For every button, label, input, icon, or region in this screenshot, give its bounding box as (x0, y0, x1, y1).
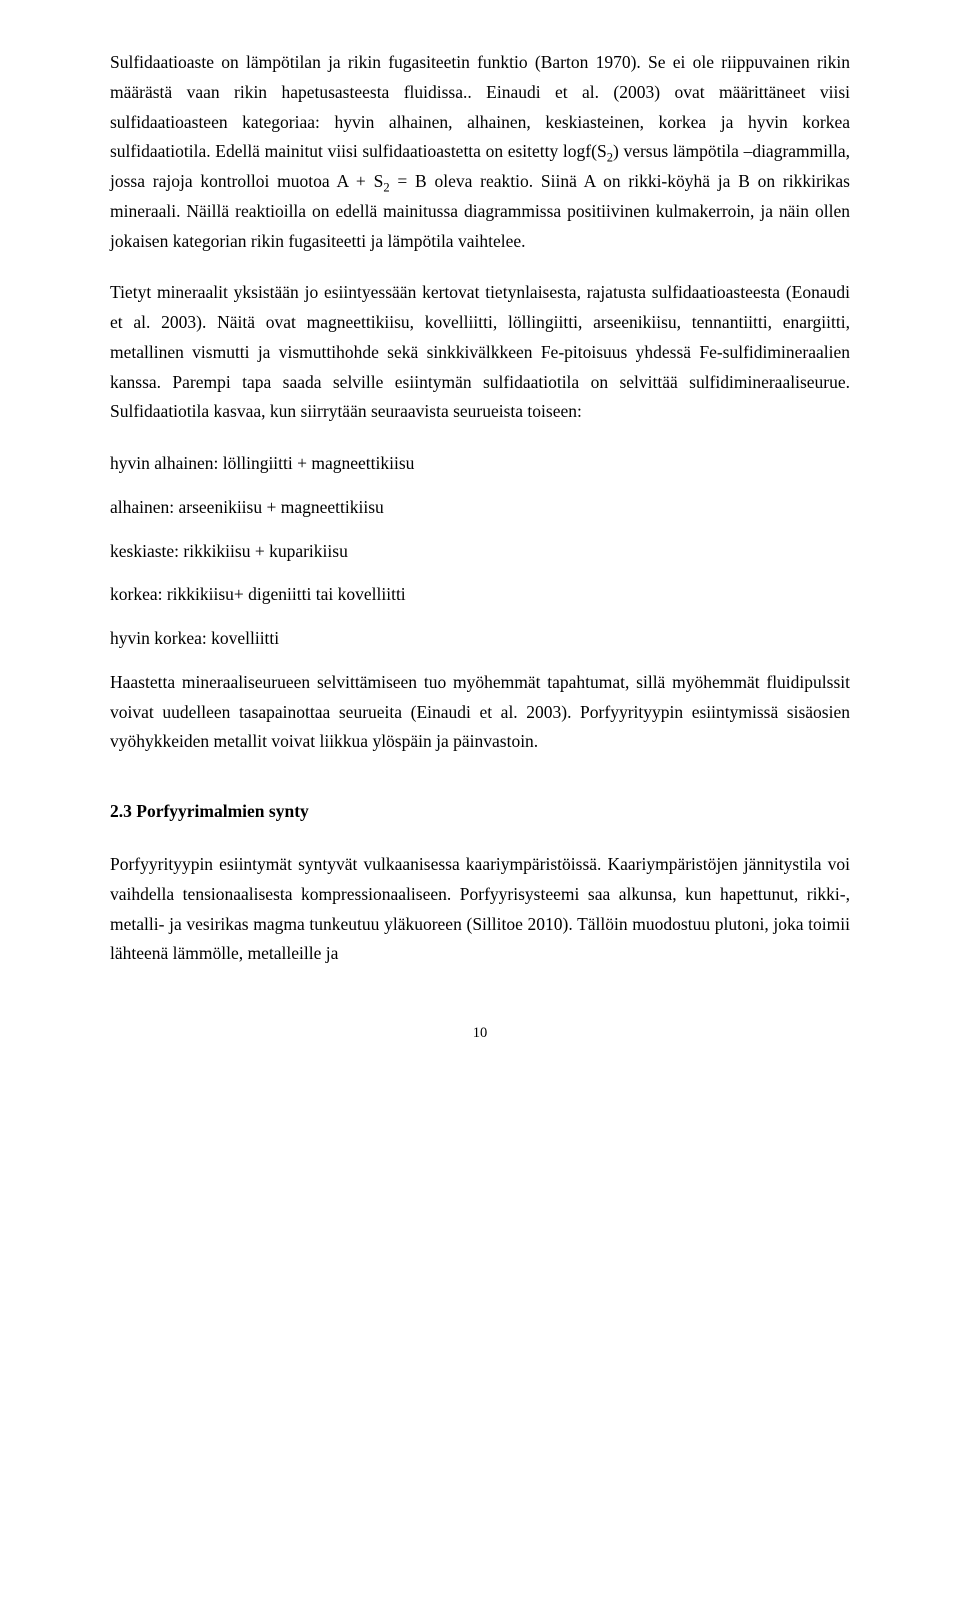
paragraph-4: Porfyyrityypin esiintymät syntyvät vulka… (110, 850, 850, 969)
paragraph-3: Haastetta mineraaliseurueen selvittämise… (110, 668, 850, 757)
section-heading: 2.3 Porfyyrimalmien synty (110, 801, 850, 822)
list-item-2: alhainen: arseenikiisu + magneettikiisu (110, 493, 850, 523)
list-item-3: keskiaste: rikkikiisu + kuparikiisu (110, 537, 850, 567)
list-item-5: hyvin korkea: kovelliitti (110, 624, 850, 654)
paragraph-2: Tietyt mineraalit yksistään jo esiintyes… (110, 278, 850, 427)
list-item-4: korkea: rikkikiisu+ digeniitti tai kovel… (110, 580, 850, 610)
page-number: 10 (110, 1025, 850, 1042)
paragraph-1: Sulfidaatioaste on lämpötilan ja rikin f… (110, 48, 850, 256)
list-item-1: hyvin alhainen: löllingiitti + magneetti… (110, 449, 850, 479)
